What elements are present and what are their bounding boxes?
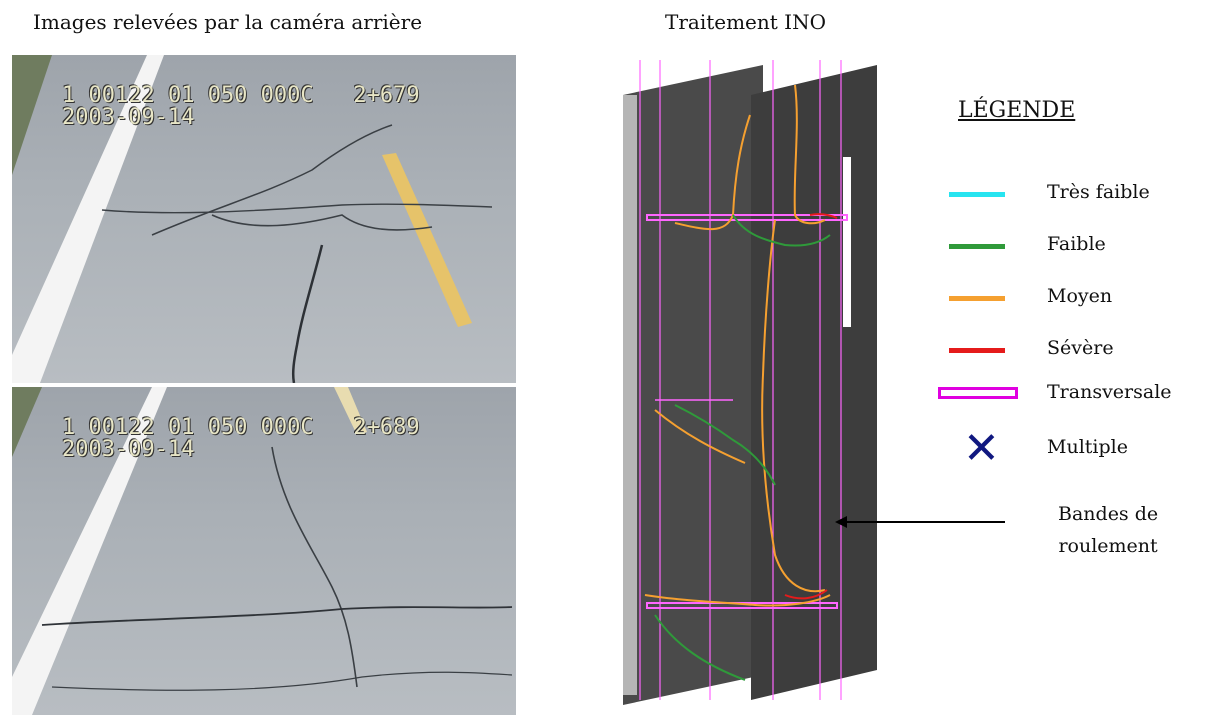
ino-processing-title: Traitement INO <box>665 10 826 34</box>
legend-item-transversale: Transversale <box>935 375 1205 415</box>
wheel-path-label-line2: roulement <box>1058 535 1158 557</box>
legend-line-icon <box>935 331 1025 371</box>
legend-item-multiple: ✕ Multiple <box>935 423 1205 474</box>
wheel-path-label-line1: Bandes de <box>1058 503 1159 525</box>
road-surface-graphic <box>12 55 493 383</box>
legend-item-tres-faible: Très faible <box>935 175 1205 215</box>
legend-item-moyen: Moyen <box>935 279 1205 319</box>
rear-camera-image-2: 1 00122 01 050 000C 2+689 2003-09-14 <box>12 387 516 715</box>
legend-label: Moyen <box>1047 285 1113 307</box>
frame-chainage: 2+679 <box>353 83 420 108</box>
lane-marking <box>843 157 851 327</box>
frame-code: 1 00122 01 050 000C <box>62 83 314 108</box>
legend-box-icon <box>935 375 1025 415</box>
camera-overlay-text: 1 00122 01 050 000C 2+689 2003-09-14 <box>62 417 420 461</box>
legend-label: Multiple <box>1047 436 1128 458</box>
legend-line-icon <box>935 227 1025 267</box>
frame-chainage: 2+689 <box>353 415 420 440</box>
camera-overlay-text: 1 00122 01 050 000C 2+679 2003-09-14 <box>62 85 420 129</box>
legend-label: Faible <box>1047 233 1106 255</box>
rear-camera-image-1: 1 00122 01 050 000C 2+679 2003-09-14 <box>12 55 516 383</box>
road-surface-graphic <box>12 387 513 715</box>
legend-line-icon <box>935 175 1025 215</box>
legend-label: Transversale <box>1047 381 1172 403</box>
frame-date: 2003-09-14 <box>62 105 195 130</box>
frame-date: 2003-09-14 <box>62 437 195 462</box>
legend-label: Très faible <box>1047 181 1150 203</box>
frame-divider <box>12 383 516 387</box>
pavement-strip-left <box>623 65 763 705</box>
legend-title: LÉGENDE <box>958 98 1076 123</box>
legend-line-icon <box>935 279 1025 319</box>
legend-item-severe: Sévère <box>935 331 1205 371</box>
x-mark-icon: ✕ <box>963 423 1000 474</box>
ino-crack-detection-image <box>623 60 877 705</box>
camera-images-title: Images relevées par la caméra arrière <box>33 10 423 34</box>
crack-traces <box>644 84 838 681</box>
frame-code: 1 00122 01 050 000C <box>62 415 314 440</box>
arrow-left-icon <box>835 516 1005 528</box>
transversal-marks <box>646 214 848 609</box>
legend-item-faible: Faible <box>935 227 1205 267</box>
legend-label: Sévère <box>1047 337 1114 359</box>
wheel-path-label: Bandes de roulement <box>1058 498 1158 562</box>
